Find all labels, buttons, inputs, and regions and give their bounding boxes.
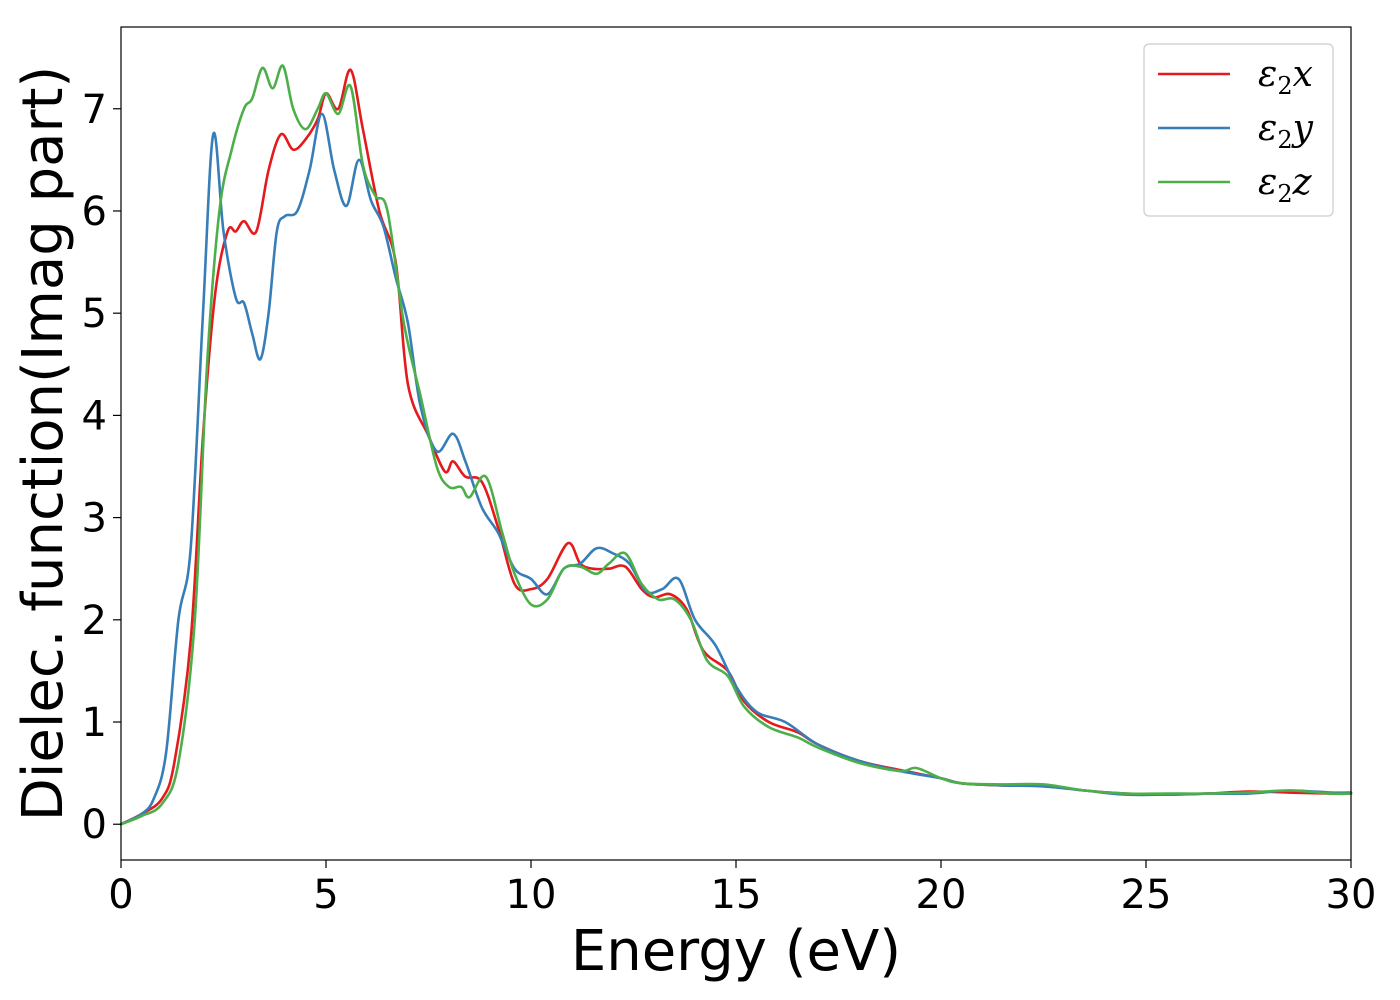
x-tick-label: 0 <box>108 872 133 918</box>
y-axis: 0 1 2 3 4 5 6 7 <box>82 87 121 848</box>
y-tick-label: 4 <box>82 393 107 439</box>
x-tick-label: 20 <box>916 872 967 918</box>
y-tick-label: 3 <box>82 496 107 542</box>
y-tick-label: 0 <box>82 802 107 848</box>
legend: ε2x ε2y ε2z <box>1143 43 1334 217</box>
x-tick-label: 30 <box>1326 872 1377 918</box>
x-tick-label: 5 <box>313 872 338 918</box>
legend-label-x: ε2x <box>1258 54 1313 100</box>
series-line-z <box>119 64 1353 826</box>
x-tick-label: 25 <box>1121 872 1172 918</box>
y-tick-label: 5 <box>82 291 107 337</box>
y-tick-label: 2 <box>82 598 107 644</box>
legend-box <box>1143 43 1334 217</box>
y-tick-label: 1 <box>82 700 107 746</box>
y-tick-label: 7 <box>82 87 107 133</box>
x-tick-label: 10 <box>506 872 557 918</box>
x-axis: 0 5 10 15 20 25 30 <box>108 860 1376 918</box>
y-axis-label: Dielec. function(Imag part) <box>11 66 76 822</box>
legend-label-y: ε2y <box>1258 108 1314 154</box>
x-tick-label: 15 <box>711 872 762 918</box>
y-tick-label: 6 <box>82 189 107 235</box>
legend-label-z: ε2z <box>1258 162 1313 208</box>
x-axis-label: Energy (eV) <box>571 919 901 984</box>
series-layer <box>119 64 1353 826</box>
